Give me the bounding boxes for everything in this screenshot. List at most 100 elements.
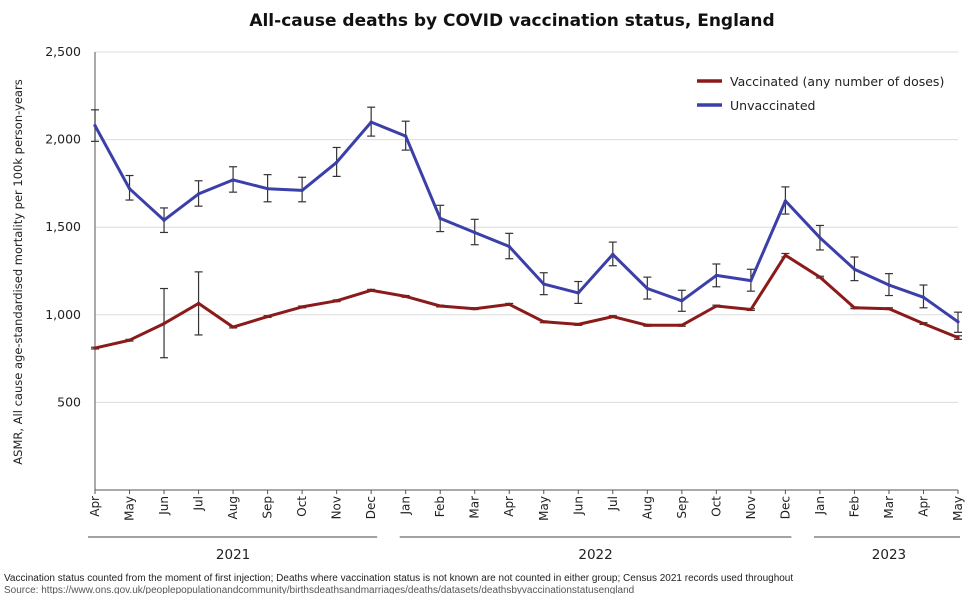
data-point-unvaccinated [542,282,546,286]
data-point-unvaccinated [921,295,926,299]
series-line-vaccinated [93,253,960,350]
x-tick-label-dec: Dec [364,496,378,519]
data-point-vaccinated [266,314,270,319]
data-point-unvaccinated [196,192,201,196]
data-point-vaccinated [404,294,408,299]
source-note: Source: https://www.ons.gov.uk/peoplepop… [4,585,634,594]
year-label-2021: 2021 [216,547,250,563]
y-tick-label-500: 500 [57,394,81,409]
chart-title: All-cause deaths by COVID vaccination st… [249,11,774,31]
x-tick-label-aug: Aug [226,496,240,519]
data-point-vaccinated [680,323,684,327]
data-point-vaccinated [749,307,753,312]
data-point-unvaccinated [714,273,718,277]
data-point-vaccinated [887,307,891,311]
axes [94,52,958,491]
x-tick-label-apr: Apr [88,496,102,517]
x-tick-label-oct: Oct [709,496,723,517]
x-tick-label-feb: Feb [433,496,447,517]
x-tick-label-oct: Oct [295,496,309,517]
legend-label-unvaccinated: Unvaccinated [730,98,815,113]
data-point-vaccinated [783,253,788,257]
grid [95,51,958,403]
x-tick-label-nov: Nov [744,496,758,519]
data-point-unvaccinated [576,291,580,295]
data-point-unvaccinated [680,299,684,303]
data-point-vaccinated [921,321,926,326]
data-point-vaccinated [231,325,235,329]
data-point-vaccinated [645,323,649,327]
x-tick-label-sep: Sep [261,496,275,519]
data-point-unvaccinated [852,267,857,271]
data-point-unvaccinated [473,230,477,235]
data-point-vaccinated [93,346,97,350]
data-point-vaccinated [300,305,304,309]
x-tick-label-apr: Apr [502,496,516,517]
data-point-unvaccinated [818,236,822,240]
legend: Vaccinated (any number of doses) Unvacci… [697,74,944,113]
data-point-unvaccinated [231,178,235,182]
y-tick-label-2500: 2,500 [45,44,81,59]
x-tick-label-jul: Jul [192,496,206,511]
series-vaccinated [91,252,962,359]
data-point-vaccinated [335,299,339,303]
year-groups: 2021 2022 2023 [88,536,960,563]
data-point-vaccinated [956,335,960,340]
data-point-vaccinated [852,306,857,310]
data-point-unvaccinated [507,244,511,249]
data-point-unvaccinated [438,216,442,221]
data-point-vaccinated [542,320,546,324]
data-point-unvaccinated [266,187,270,191]
series [91,106,962,359]
data-point-unvaccinated [300,188,304,193]
data-point-unvaccinated [127,187,132,191]
y-tick-label-2000: 2,000 [45,132,81,147]
x-tick-label-mar: Mar [468,496,482,519]
data-point-unvaccinated [369,120,373,124]
data-point-unvaccinated [887,283,891,287]
x-tick-label-mar: Mar [882,496,896,519]
x-tick-label-jun: Jun [157,496,171,516]
y-tick-label-1500: 1,500 [45,219,81,234]
y-tick-label-1000: 1,000 [45,307,81,322]
x-tick-label-nov: Nov [330,496,344,519]
data-point-vaccinated [818,275,822,279]
data-point-vaccinated [162,321,166,326]
x-tick-label-dec: Dec [778,496,792,519]
x-tick-label-jan: Jan [813,496,827,516]
data-point-unvaccinated [783,199,788,203]
x-tick-label-may: May [537,496,551,521]
data-point-vaccinated [611,314,615,319]
data-point-vaccinated [473,307,477,311]
data-point-unvaccinated [93,123,97,128]
x-tick-label-apr: Apr [916,496,930,517]
data-point-vaccinated [576,322,580,327]
data-point-unvaccinated [645,286,649,291]
data-point-vaccinated [196,301,201,306]
data-point-unvaccinated [611,252,615,256]
year-label-2022: 2022 [578,547,612,563]
data-point-vaccinated [127,338,132,342]
data-point-unvaccinated [162,218,166,222]
x-tick-label-may: May [951,496,965,521]
data-point-unvaccinated [956,320,960,324]
data-point-vaccinated [714,304,718,308]
y-tick-labels: 500 1,000 1,500 2,000 2,500 [45,44,81,409]
x-tick-label-jan: Jan [399,496,413,516]
year-label-2023: 2023 [872,547,906,563]
series-unvaccinated [91,106,962,333]
data-point-vaccinated [507,302,511,306]
x-tick-label-jun: Jun [571,496,585,516]
x-tick-label-aug: Aug [640,496,654,519]
data-point-unvaccinated [749,279,753,283]
x-tick-label-may: May [123,496,137,521]
x-tick-labels: Apr May Jun Jul Aug Sep Oct Nov Dec Jan Feb Mar Apr M… [88,490,965,521]
x-tick-label-feb: Feb [847,496,861,517]
legend-label-vaccinated: Vaccinated (any number of doses) [730,74,944,89]
x-tick-label-sep: Sep [675,496,689,519]
data-point-vaccinated [369,288,373,292]
data-point-vaccinated [438,304,442,308]
footnote: Vaccination status counted from the mome… [4,573,793,584]
x-tick-label-jul: Jul [606,496,620,511]
